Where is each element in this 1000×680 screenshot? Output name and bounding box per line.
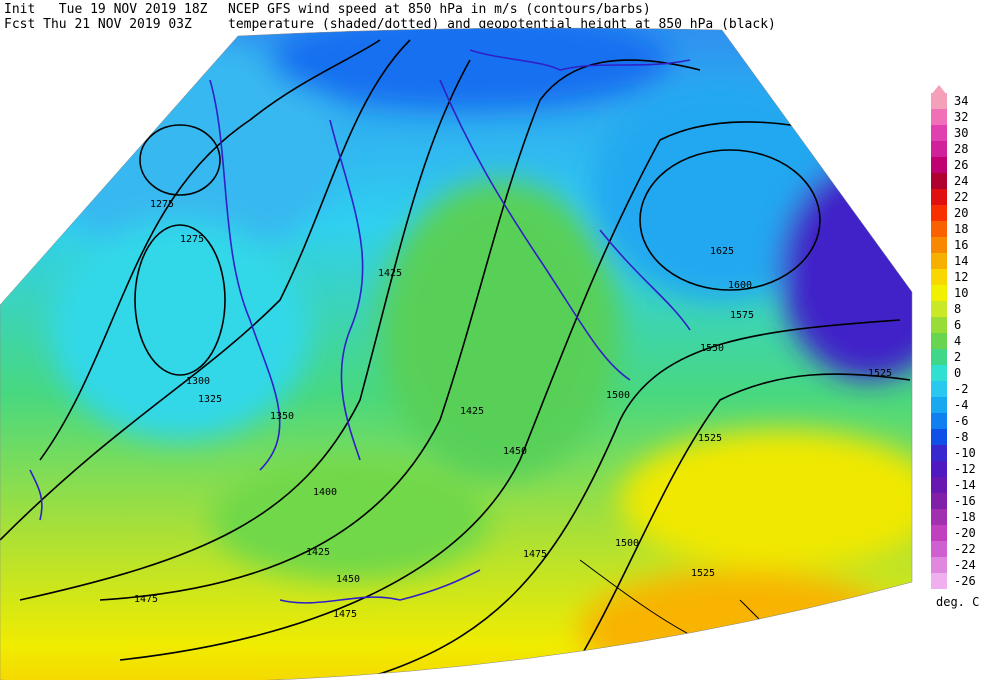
contour-labels: 1275 1275 1300 1325 1350 1400 1425 1425 1425 1450… — [134, 199, 892, 620]
colorbar-label: -26 — [954, 574, 976, 588]
colorbar-unit: deg. C — [936, 595, 979, 609]
color-box — [931, 285, 947, 301]
color-box — [931, 365, 947, 381]
height-label: 1275 — [180, 234, 204, 245]
height-label: 1500 — [615, 538, 639, 549]
color-box — [931, 493, 947, 509]
colorbar-label: 34 — [954, 94, 968, 108]
colorbar-label: -14 — [954, 478, 976, 492]
color-box — [931, 141, 947, 157]
color-box — [931, 173, 947, 189]
colorbar-label: 2 — [954, 350, 961, 364]
color-box — [931, 509, 947, 525]
color-box — [931, 541, 947, 557]
height-label: 1475 — [523, 549, 547, 560]
color-box — [931, 461, 947, 477]
color-box — [931, 477, 947, 493]
colorbar: 3432302826242220181614121086420-2-4-6-8-… — [931, 85, 976, 589]
height-label: 1625 — [710, 246, 734, 257]
height-label: 1525 — [868, 368, 892, 379]
colorbar-label: 20 — [954, 206, 968, 220]
height-label: 1275 — [150, 199, 174, 210]
height-label: 1425 — [460, 406, 484, 417]
height-label: 1350 — [270, 411, 294, 422]
colorbar-label: -4 — [954, 398, 968, 412]
colorbar-arrow — [931, 85, 947, 95]
colorbar-label: -8 — [954, 430, 968, 444]
colorbar-label: -20 — [954, 526, 976, 540]
colorbar-label: 10 — [954, 286, 968, 300]
colorbar-label: 16 — [954, 238, 968, 252]
colorbar-label: -12 — [954, 462, 976, 476]
colorbar-label: -16 — [954, 494, 976, 508]
colorbar-label: 4 — [954, 334, 961, 348]
color-box — [931, 317, 947, 333]
colorbar-label: -24 — [954, 558, 976, 572]
map-border — [0, 27, 913, 680]
title-line-1: NCEP GFS wind speed at 850 hPa in m/s (c… — [228, 2, 651, 17]
height-label: 1475 — [333, 609, 357, 620]
color-box — [931, 253, 947, 269]
forecast-time: Fcst Thu 21 NOV 2019 03Z — [4, 17, 192, 32]
height-label: 1325 — [198, 394, 222, 405]
color-box — [931, 573, 947, 589]
colorbar-label: 32 — [954, 110, 968, 124]
color-box — [931, 237, 947, 253]
height-contours — [0, 39, 911, 680]
color-box — [931, 413, 947, 429]
colorbar-label: 14 — [954, 254, 968, 268]
height-label: 1450 — [336, 574, 360, 585]
wind-contours — [29, 49, 691, 604]
colorbar-label: 6 — [954, 318, 961, 332]
color-box — [931, 525, 947, 541]
color-box — [931, 397, 947, 413]
color-box — [931, 189, 947, 205]
color-box — [931, 205, 947, 221]
init-time: Init Tue 19 NOV 2019 18Z — [4, 2, 208, 17]
colorbar-label: 12 — [954, 270, 968, 284]
colorbar-label: 30 — [954, 126, 968, 140]
height-label: 1600 — [728, 280, 752, 291]
colorbar-label: -6 — [954, 414, 968, 428]
height-label: 1550 — [700, 343, 724, 354]
color-box — [931, 333, 947, 349]
colorbar-label: 24 — [954, 174, 968, 188]
colorbar-label: -18 — [954, 510, 976, 524]
color-box — [931, 429, 947, 445]
colorbar-label: -22 — [954, 542, 976, 556]
height-label: 1425 — [306, 547, 330, 558]
color-box — [931, 301, 947, 317]
colorbar-label: 26 — [954, 158, 968, 172]
height-label: 1450 — [503, 446, 527, 457]
colorbar-label: 28 — [954, 142, 968, 156]
color-box — [931, 93, 947, 109]
height-label: 1500 — [606, 390, 630, 401]
height-label: 1400 — [313, 487, 337, 498]
height-label: 1525 — [691, 568, 715, 579]
color-box — [931, 125, 947, 141]
color-box — [931, 381, 947, 397]
height-label: 1300 — [186, 376, 210, 387]
color-box — [931, 557, 947, 573]
color-box — [931, 349, 947, 365]
colorbar-label: 8 — [954, 302, 961, 316]
height-label: 1425 — [378, 268, 402, 279]
height-label: 1575 — [730, 310, 754, 321]
map — [0, 28, 912, 680]
color-box — [931, 109, 947, 125]
height-label: 1525 — [698, 433, 722, 444]
color-box — [931, 157, 947, 173]
colorbar-label: 18 — [954, 222, 968, 236]
color-box — [931, 221, 947, 237]
colorbar-label: 0 — [954, 366, 961, 380]
color-box — [931, 269, 947, 285]
color-box — [931, 445, 947, 461]
colorbar-label: 22 — [954, 190, 968, 204]
colorbar-label: -10 — [954, 446, 976, 460]
height-label: 1475 — [134, 594, 158, 605]
title-line-2: temperature (shaded/dotted) and geopoten… — [228, 17, 776, 32]
colorbar-label: -2 — [954, 382, 968, 396]
